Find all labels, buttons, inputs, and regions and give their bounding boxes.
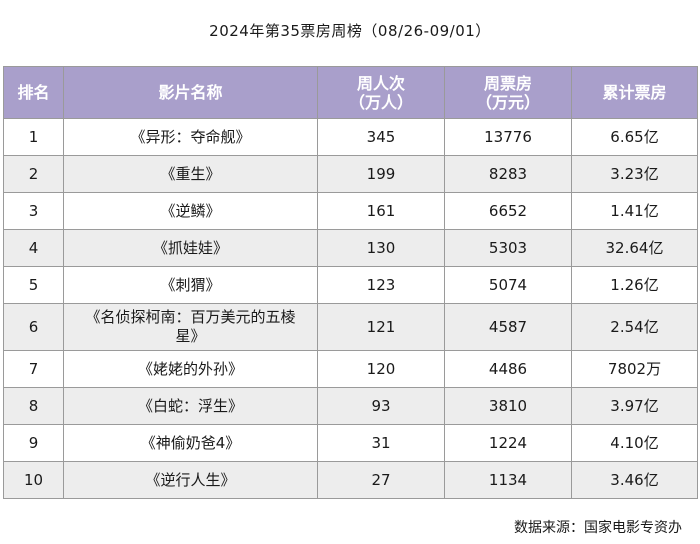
cell-total: 3.46亿 <box>571 461 698 499</box>
cell-audience: 161 <box>317 192 445 230</box>
cell-weekly: 4486 <box>444 350 572 388</box>
cell-total: 3.23亿 <box>571 155 698 193</box>
data-source-note: 数据来源：国家电影专资办 <box>514 520 682 536</box>
table-row: 6 《名侦探柯南：百万美元的五棱星》 121 4587 2.54亿 <box>3 303 698 351</box>
header-audience: 周人次 （万人） <box>317 66 445 119</box>
cell-weekly: 5074 <box>444 266 572 304</box>
cell-weekly: 5303 <box>444 229 572 267</box>
cell-film: 《逆鳞》 <box>63 192 318 230</box>
header-film: 影片名称 <box>63 66 318 119</box>
cell-rank: 5 <box>3 266 64 304</box>
cell-film: 《刺猬》 <box>63 266 318 304</box>
cell-film: 《重生》 <box>63 155 318 193</box>
table-row: 1 《异形：夺命舰》 345 13776 6.65亿 <box>3 118 698 156</box>
header-row: 排名 影片名称 周人次 （万人） 周票房 （万元） 累计票房 <box>3 66 698 119</box>
cell-total: 3.97亿 <box>571 387 698 425</box>
cell-film: 《逆行人生》 <box>63 461 318 499</box>
cell-total: 6.65亿 <box>571 118 698 156</box>
table-row: 8 《白蛇：浮生》 93 3810 3.97亿 <box>3 387 698 425</box>
cell-audience: 123 <box>317 266 445 304</box>
table-row: 3 《逆鳞》 161 6652 1.41亿 <box>3 192 698 230</box>
table-row: 4 《抓娃娃》 130 5303 32.64亿 <box>3 229 698 267</box>
cell-weekly: 1134 <box>444 461 572 499</box>
cell-rank: 7 <box>3 350 64 388</box>
cell-rank: 2 <box>3 155 64 193</box>
cell-audience: 121 <box>317 303 445 351</box>
cell-weekly: 4587 <box>444 303 572 351</box>
cell-rank: 9 <box>3 424 64 462</box>
table-row: 10 《逆行人生》 27 1134 3.46亿 <box>3 461 698 499</box>
cell-total: 2.54亿 <box>571 303 698 351</box>
cell-weekly: 6652 <box>444 192 572 230</box>
table-row: 7 《姥姥的外孙》 120 4486 7802万 <box>3 350 698 388</box>
header-weekly: 周票房 （万元） <box>444 66 572 119</box>
cell-rank: 4 <box>3 229 64 267</box>
header-weekly-line1: 周票房 <box>483 73 532 93</box>
box-office-table: 排名 影片名称 周人次 （万人） 周票房 （万元） 累计票房 1 《异形：夺命舰… <box>3 66 698 499</box>
cell-weekly: 3810 <box>444 387 572 425</box>
header-audience-line2: （万人） <box>348 92 413 112</box>
cell-weekly: 13776 <box>444 118 572 156</box>
table-title: 2024年第35票房周榜（08/26-09/01） <box>209 22 491 40</box>
cell-weekly: 1224 <box>444 424 572 462</box>
header-total: 累计票房 <box>571 66 698 119</box>
cell-audience: 120 <box>317 350 445 388</box>
cell-rank: 1 <box>3 118 64 156</box>
cell-audience: 93 <box>317 387 445 425</box>
cell-rank: 10 <box>3 461 64 499</box>
cell-rank: 6 <box>3 303 64 351</box>
cell-total: 32.64亿 <box>571 229 698 267</box>
cell-film: 《名侦探柯南：百万美元的五棱星》 <box>63 303 318 351</box>
table-row: 5 《刺猬》 123 5074 1.26亿 <box>3 266 698 304</box>
cell-weekly: 8283 <box>444 155 572 193</box>
table-row: 9 《神偷奶爸4》 31 1224 4.10亿 <box>3 424 698 462</box>
cell-audience: 31 <box>317 424 445 462</box>
cell-film: 《神偷奶爸4》 <box>63 424 318 462</box>
cell-total: 1.26亿 <box>571 266 698 304</box>
cell-audience: 27 <box>317 461 445 499</box>
cell-audience: 345 <box>317 118 445 156</box>
cell-film: 《异形：夺命舰》 <box>63 118 318 156</box>
cell-rank: 8 <box>3 387 64 425</box>
cell-film: 《姥姥的外孙》 <box>63 350 318 388</box>
cell-film: 《抓娃娃》 <box>63 229 318 267</box>
cell-audience: 199 <box>317 155 445 193</box>
table-row: 2 《重生》 199 8283 3.23亿 <box>3 155 698 193</box>
header-rank: 排名 <box>3 66 64 119</box>
cell-total: 7802万 <box>571 350 698 388</box>
cell-audience: 130 <box>317 229 445 267</box>
header-weekly-line2: （万元） <box>475 92 540 112</box>
cell-rank: 3 <box>3 192 64 230</box>
cell-film: 《白蛇：浮生》 <box>63 387 318 425</box>
cell-total: 4.10亿 <box>571 424 698 462</box>
header-audience-line1: 周人次 <box>356 73 405 93</box>
cell-total: 1.41亿 <box>571 192 698 230</box>
